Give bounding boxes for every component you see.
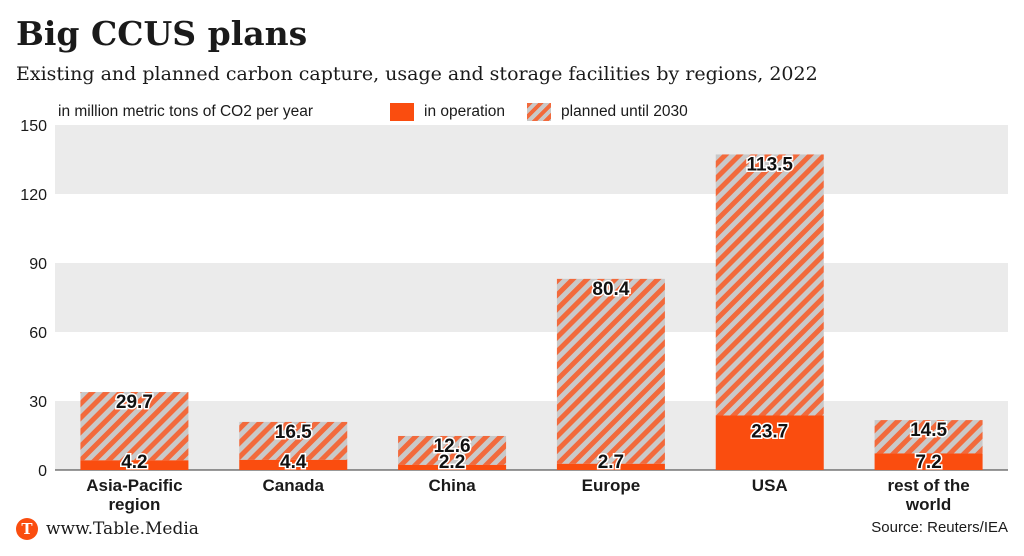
- brand-url: www.Table.Media: [46, 519, 199, 539]
- data-label-operation: 2.2: [439, 452, 465, 473]
- bar-planned: [398, 435, 507, 465]
- bar-planned: [80, 392, 189, 461]
- legend-swatch-operation: [390, 103, 414, 121]
- x-tick-label: China: [428, 476, 476, 495]
- legend-swatch-planned: [527, 103, 552, 121]
- data-label-operation: 2.7: [598, 452, 624, 473]
- table-media-logo: T: [16, 518, 38, 540]
- data-label-operation: 23.7: [751, 421, 788, 442]
- data-label-planned: 29.7: [116, 392, 153, 413]
- unit-label: in million metric tons of CO2 per year: [58, 103, 313, 120]
- y-tick-label: 120: [20, 187, 47, 204]
- bar-operation: [398, 464, 507, 470]
- legend-item-operation: in operation: [390, 103, 505, 121]
- data-label-planned: 113.5: [747, 154, 794, 175]
- y-tick-label: 0: [38, 463, 47, 480]
- grid-band: [55, 125, 1008, 194]
- brand: T www.Table.Media: [16, 516, 199, 542]
- legend-label-operation: in operation: [424, 103, 506, 120]
- y-tick-label: 150: [20, 118, 47, 135]
- bar-operation: [239, 459, 348, 470]
- legend: in operation planned until 2030: [390, 102, 710, 122]
- data-label-planned: 12.6: [434, 436, 471, 457]
- bar-planned: [556, 278, 665, 464]
- x-tick-label: world: [905, 495, 951, 514]
- legend-label-planned: planned until 2030: [561, 103, 688, 120]
- data-label-operation: 7.2: [915, 452, 941, 473]
- chart-subtitle: Existing and planned carbon capture, usa…: [16, 63, 818, 85]
- chart-title: Big CCUS plans: [16, 14, 308, 53]
- legend-item-planned: planned until 2030: [527, 103, 688, 121]
- data-label-operation: 4.2: [121, 452, 147, 473]
- grid-band: [55, 263, 1008, 332]
- data-label-operation: 4.4: [280, 452, 307, 473]
- bar-planned: [715, 154, 824, 416]
- data-label-planned: 16.5: [275, 422, 312, 443]
- x-tick-label: Europe: [582, 476, 641, 495]
- y-tick-label: 90: [29, 256, 47, 273]
- data-label-planned: 14.5: [910, 420, 947, 441]
- y-tick-label: 30: [29, 394, 47, 411]
- grid-band: [55, 401, 1008, 470]
- x-tick-label: Asia-Pacific: [86, 476, 182, 495]
- x-tick-label: Canada: [263, 476, 325, 495]
- x-tick-label: USA: [752, 476, 788, 495]
- bar-operation: [80, 460, 189, 470]
- x-tick-label: region: [108, 495, 160, 514]
- y-tick-label: 60: [29, 325, 47, 342]
- data-label-planned: 80.4: [592, 279, 629, 300]
- bar-operation: [874, 453, 983, 470]
- bar-operation: [715, 415, 824, 470]
- bar-planned: [874, 420, 983, 454]
- bar-operation: [556, 463, 665, 470]
- source-note: Source: Reuters/IEA: [871, 519, 1008, 536]
- x-tick-label: rest of the: [887, 476, 969, 495]
- bar-planned: [239, 421, 348, 460]
